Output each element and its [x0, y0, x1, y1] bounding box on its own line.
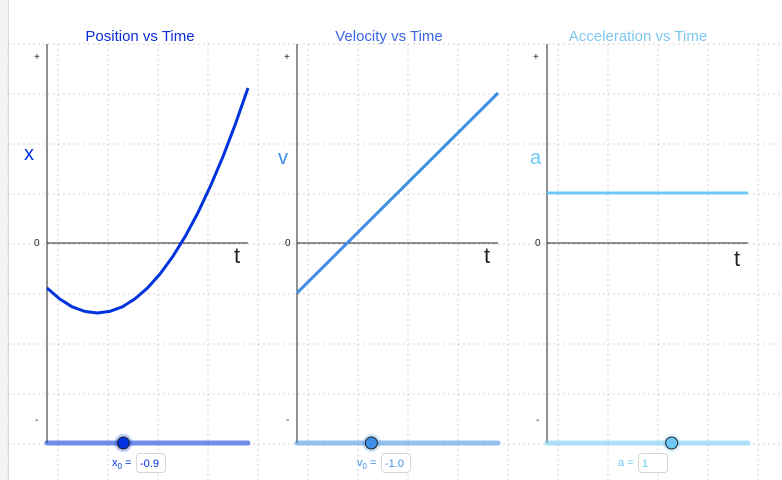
- position-tick-minus: -: [35, 415, 39, 426]
- v0-slider-label: v0 =: [357, 457, 376, 471]
- acceleration-axis-symbol: a: [530, 147, 542, 169]
- acceleration-slider-handle[interactable]: [665, 436, 679, 450]
- acceleration-chart-title: Acceleration vs Time: [568, 28, 708, 45]
- v0-label-text: v: [357, 457, 363, 469]
- a-value-input[interactable]: 1: [638, 453, 668, 473]
- x0-label-text: x: [112, 457, 118, 469]
- x0-label-subscript: 0: [117, 462, 122, 472]
- velocity-slider-handle[interactable]: [364, 436, 378, 450]
- position-tick-zero: 0: [34, 238, 40, 249]
- position-series-line: [46, 87, 250, 315]
- velocity-axis-symbol: v: [278, 147, 288, 169]
- position-axis-symbol: x: [24, 143, 34, 165]
- velocity-series-line: [295, 91, 500, 295]
- a-label-equals: =: [627, 457, 634, 469]
- velocity-chart-title: Velocity vs Time: [335, 28, 443, 45]
- v0-value-input[interactable]: -1.0: [381, 453, 411, 473]
- acceleration-tick-minus: -: [536, 415, 540, 426]
- position-slider-handle[interactable]: [116, 436, 130, 450]
- position-chart-title: Position vs Time: [85, 28, 195, 45]
- x0-label-equals: =: [125, 457, 132, 469]
- x0-slider-label: x0 =: [112, 457, 131, 471]
- velocity-tick-minus: -: [286, 415, 290, 426]
- velocity-tick-plus: +: [284, 52, 290, 63]
- a-slider-label: a =: [618, 457, 634, 471]
- v0-label-subscript: 0: [362, 462, 367, 472]
- position-t-label: t: [234, 243, 241, 268]
- velocity-t-label: t: [484, 243, 491, 268]
- v0-label-equals: =: [370, 457, 377, 469]
- acceleration-tick-zero: 0: [535, 238, 541, 249]
- acceleration-t-label: t: [734, 246, 741, 271]
- acceleration-tick-plus: +: [533, 52, 539, 63]
- position-tick-plus: +: [34, 52, 40, 63]
- velocity-tick-zero: 0: [285, 238, 291, 249]
- left-edge-rule: [0, 0, 9, 480]
- a-label-text: a: [618, 457, 625, 469]
- x0-value-input[interactable]: -0.9: [136, 453, 166, 473]
